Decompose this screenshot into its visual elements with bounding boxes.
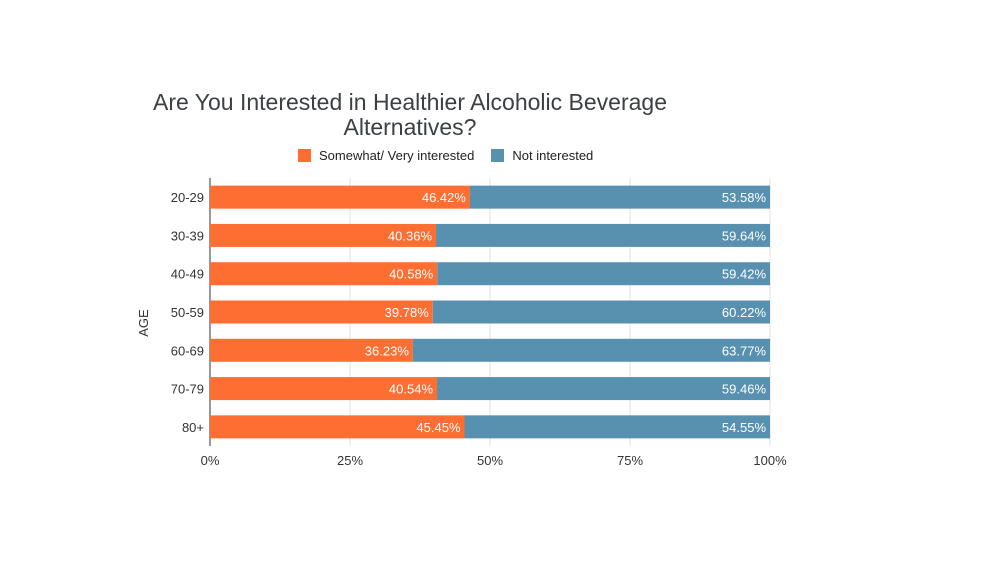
data-label-not-interested: 54.55% <box>722 420 767 435</box>
bar-not-interested <box>437 262 770 286</box>
data-label-interested: 40.58% <box>389 267 434 282</box>
y-tick-label: 60-69 <box>171 343 204 358</box>
legend-item-interested: Somewhat/ Very interested <box>298 148 474 163</box>
data-label-interested: 46.42% <box>422 190 467 205</box>
data-label-not-interested: 59.64% <box>722 228 767 243</box>
bar-not-interested <box>436 223 770 247</box>
x-tick-label: 25% <box>337 453 363 468</box>
legend-swatch-interested <box>298 149 311 162</box>
data-label-interested: 40.54% <box>389 382 434 397</box>
bar-not-interested <box>437 377 770 401</box>
x-tick-label: 50% <box>477 453 503 468</box>
legend: Somewhat/ Very interested Not interested <box>298 148 610 163</box>
bar-interested <box>210 185 470 209</box>
bar-interested <box>210 338 413 362</box>
data-label-interested: 36.23% <box>365 343 410 358</box>
bar-interested <box>210 223 437 247</box>
data-label-not-interested: 53.58% <box>722 190 767 205</box>
x-tick-label: 75% <box>617 453 643 468</box>
bar-interested <box>210 415 465 439</box>
bar-interested <box>210 377 438 401</box>
bar-not-interested <box>412 338 770 362</box>
y-tick-label: 80+ <box>182 420 204 435</box>
data-label-not-interested: 59.46% <box>722 382 767 397</box>
y-tick-label: 70-79 <box>171 382 204 397</box>
x-tick-label: 0% <box>201 453 220 468</box>
data-label-not-interested: 59.42% <box>722 267 767 282</box>
chart-title-line-2: Alternatives? <box>343 114 477 140</box>
chart-title-line-1: Are You Interested in Healthier Alcoholi… <box>153 89 667 115</box>
bar-interested <box>210 300 433 324</box>
data-label-not-interested: 60.22% <box>722 305 767 320</box>
y-tick-label: 50-59 <box>171 305 204 320</box>
data-label-interested: 45.45% <box>416 420 461 435</box>
y-tick-label: 40-49 <box>171 267 204 282</box>
bar-not-interested <box>469 185 770 209</box>
bar-not-interested <box>464 415 770 439</box>
y-tick-label: 30-39 <box>171 228 204 243</box>
y-tick-label: 20-29 <box>171 190 204 205</box>
data-label-interested: 40.36% <box>388 228 433 243</box>
legend-item-not-interested: Not interested <box>491 148 593 163</box>
bar-not-interested <box>432 300 770 324</box>
legend-swatch-not-interested <box>491 149 505 162</box>
bar-interested <box>210 262 438 286</box>
data-label-interested: 39.78% <box>385 305 430 320</box>
legend-label-interested: Somewhat/ Very interested <box>319 148 475 163</box>
data-label-not-interested: 63.77% <box>722 343 767 358</box>
legend-label-not-interested: Not interested <box>512 148 594 163</box>
y-axis-title: AGE <box>136 309 151 337</box>
x-tick-label: 100% <box>753 453 787 468</box>
